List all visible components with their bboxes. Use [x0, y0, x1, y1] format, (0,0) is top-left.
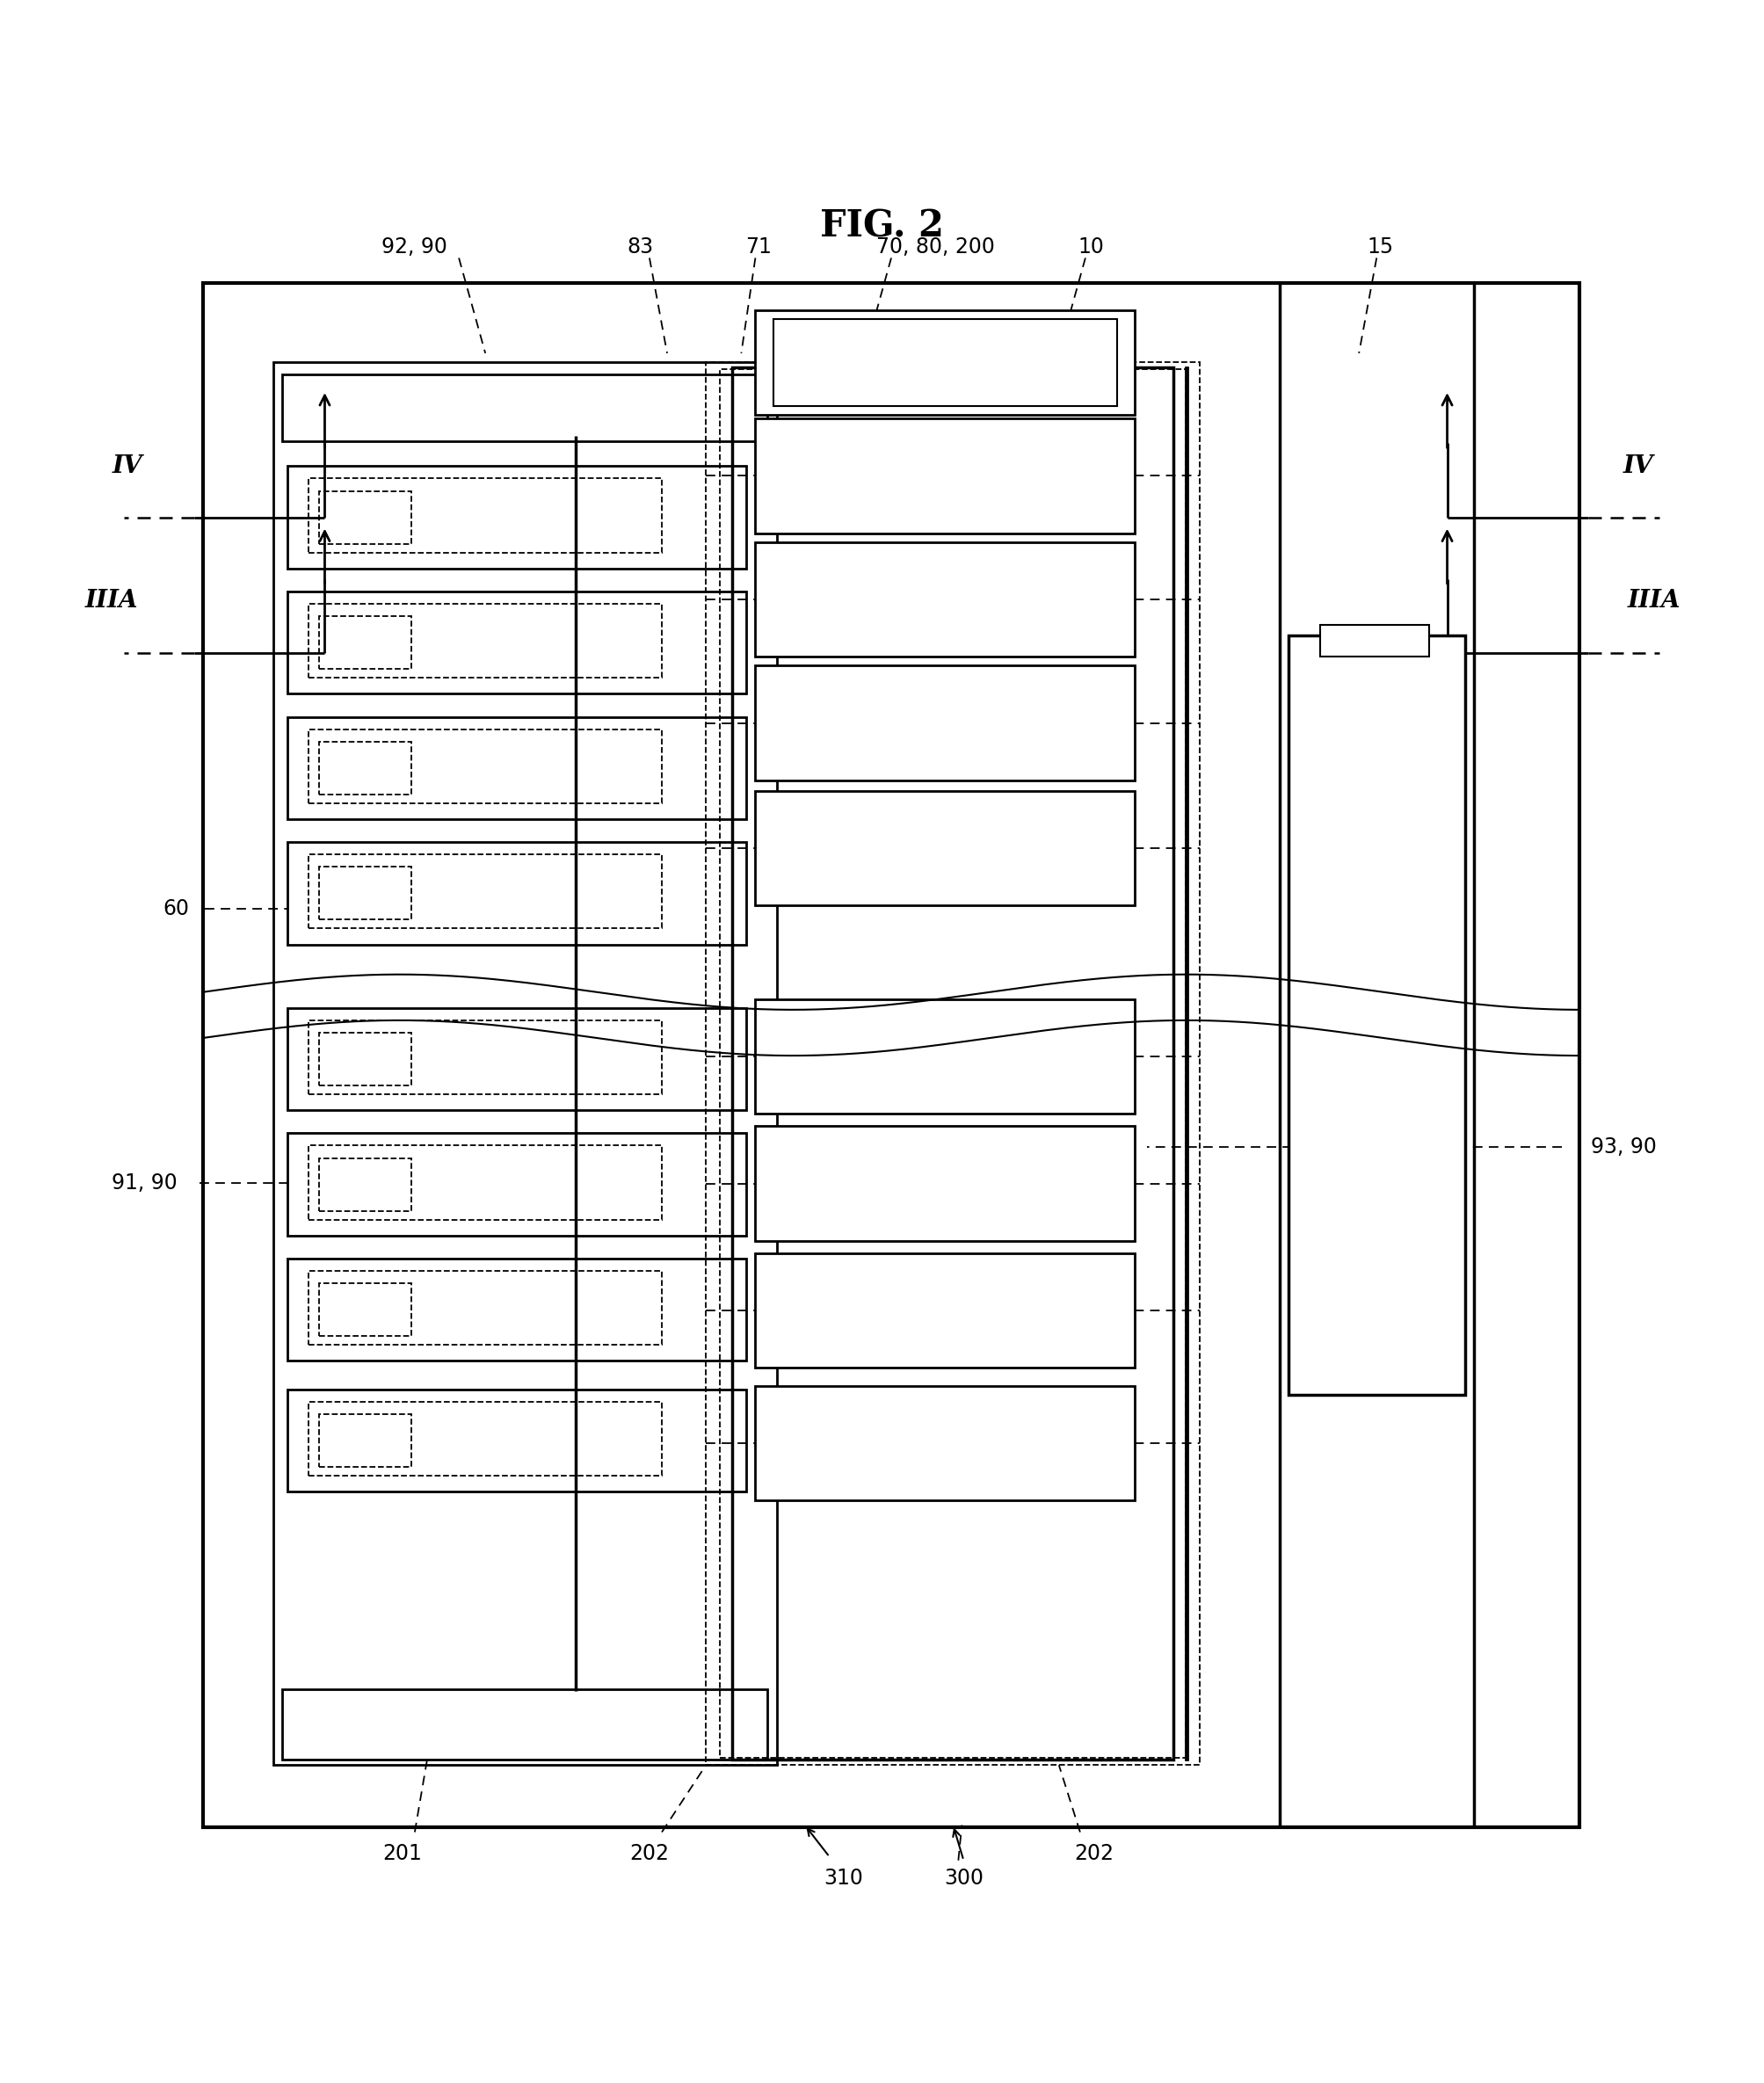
Bar	[755, 1000, 1134, 1114]
Bar	[755, 542, 1134, 656]
Bar	[288, 1258, 746, 1360]
Bar	[309, 1402, 662, 1475]
Bar	[288, 467, 746, 569]
Text: 202: 202	[1074, 1843, 1113, 1864]
Bar	[309, 604, 662, 677]
Bar	[319, 617, 411, 669]
Bar	[288, 1389, 746, 1491]
Bar	[1288, 635, 1464, 1394]
Bar	[288, 1008, 746, 1110]
Text: 202: 202	[630, 1843, 669, 1864]
Text: 91, 90: 91, 90	[111, 1173, 178, 1194]
Bar	[309, 479, 662, 552]
Bar	[755, 792, 1134, 906]
Bar	[755, 1127, 1134, 1241]
Bar	[282, 375, 767, 442]
Text: 10: 10	[1078, 237, 1102, 258]
Bar	[755, 667, 1134, 781]
Bar	[720, 369, 1185, 1758]
Text: 92, 90: 92, 90	[381, 237, 448, 258]
Bar	[706, 362, 1200, 1764]
Text: 15: 15	[1365, 237, 1394, 258]
Bar	[1319, 625, 1429, 656]
Bar	[288, 842, 746, 944]
Bar	[319, 1158, 411, 1210]
Bar	[288, 717, 746, 819]
Text: 83: 83	[626, 237, 654, 258]
Bar	[309, 1271, 662, 1346]
Bar	[288, 1133, 746, 1235]
Text: IV: IV	[111, 454, 143, 477]
Bar	[773, 319, 1117, 406]
Bar	[203, 283, 1579, 1827]
Bar	[288, 592, 746, 694]
Text: 60: 60	[164, 898, 189, 921]
Bar	[319, 867, 411, 921]
Bar	[309, 729, 662, 804]
Text: 71: 71	[746, 237, 771, 258]
Bar	[319, 1414, 411, 1466]
Bar	[1185, 367, 1187, 1760]
Bar	[755, 1254, 1134, 1369]
Bar	[732, 367, 1173, 1760]
Text: 70, 80, 200: 70, 80, 200	[875, 237, 995, 258]
Bar	[319, 492, 411, 544]
Bar	[319, 1033, 411, 1085]
Text: 93, 90: 93, 90	[1589, 1137, 1656, 1158]
Bar	[755, 419, 1134, 533]
Bar	[282, 1689, 767, 1760]
Text: IIIA: IIIA	[1626, 587, 1679, 612]
Text: FIG. 2: FIG. 2	[820, 208, 944, 244]
Text: 310: 310	[824, 1868, 863, 1889]
Bar	[755, 1385, 1134, 1500]
Bar	[319, 742, 411, 794]
Bar	[309, 854, 662, 929]
Text: 201: 201	[383, 1843, 422, 1864]
Text: 300: 300	[944, 1868, 983, 1889]
Bar	[273, 362, 776, 1764]
Bar	[755, 310, 1134, 415]
Text: IIIA: IIIA	[85, 587, 138, 612]
Bar	[309, 1021, 662, 1094]
Bar	[319, 1283, 411, 1335]
Bar	[309, 1146, 662, 1221]
Text: IV: IV	[1621, 454, 1653, 477]
